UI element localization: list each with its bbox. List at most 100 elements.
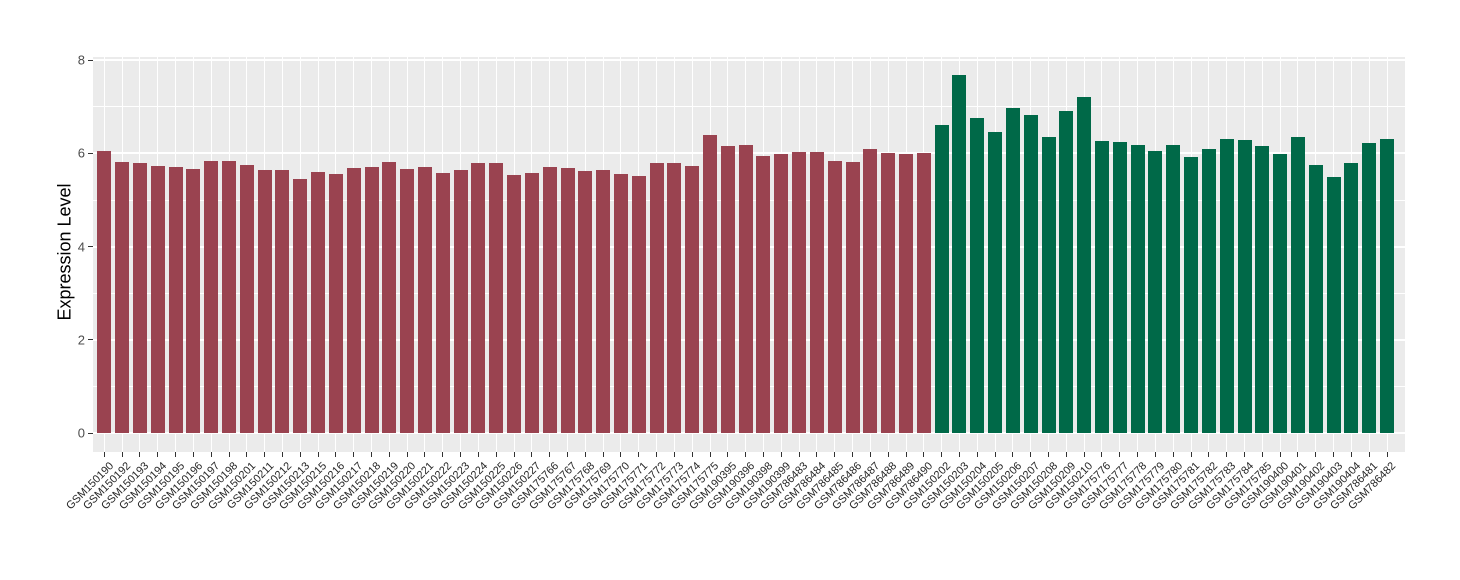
y-tick-mark — [88, 152, 93, 154]
bar-GSM175781 — [1184, 157, 1199, 433]
bar-GSM175776 — [1094, 140, 1109, 433]
bar-GSM175785 — [1255, 145, 1270, 433]
bar-GSM786484 — [809, 151, 824, 433]
bar-GSM175772 — [649, 163, 664, 433]
bar-GSM150197 — [204, 160, 219, 433]
bar-GSM150202 — [934, 124, 949, 433]
x-tick-mark — [869, 452, 871, 457]
bar-GSM175775 — [703, 135, 718, 433]
x-tick-mark — [1261, 452, 1263, 457]
bar-GSM175782 — [1201, 149, 1216, 433]
x-tick-mark — [798, 452, 800, 457]
bar-GSM175770 — [613, 174, 628, 433]
bar-GSM190398 — [756, 156, 771, 433]
x-tick-mark — [691, 452, 693, 457]
bar-GSM150204 — [970, 117, 985, 433]
bar-GSM175777 — [1112, 142, 1127, 433]
x-tick-mark — [299, 452, 301, 457]
bar-GSM786488 — [881, 153, 896, 433]
x-tick-mark — [121, 452, 123, 457]
bar-GSM175769 — [596, 170, 611, 433]
x-tick-mark — [567, 452, 569, 457]
major-gridline — [93, 432, 1405, 434]
bar-GSM175784 — [1237, 140, 1252, 433]
bar-GSM175774 — [685, 165, 700, 433]
x-tick-mark — [192, 452, 194, 457]
bar-GSM175780 — [1166, 145, 1181, 433]
x-tick-mark — [905, 452, 907, 457]
x-tick-mark — [513, 452, 515, 457]
bar-GSM150219 — [382, 162, 397, 433]
x-tick-mark — [477, 452, 479, 457]
bar-GSM190400 — [1273, 154, 1288, 433]
x-tick-mark — [1368, 452, 1370, 457]
x-tick-mark — [335, 452, 337, 457]
y-tick-label: 6 — [77, 145, 85, 161]
x-tick-mark — [210, 452, 212, 457]
bar-GSM150193 — [132, 163, 147, 433]
x-tick-mark — [638, 452, 640, 457]
x-tick-mark — [139, 452, 141, 457]
bar-GSM150220 — [400, 169, 415, 433]
bar-GSM786490 — [916, 153, 931, 433]
x-tick-mark — [1279, 452, 1281, 457]
x-tick-mark — [157, 452, 159, 457]
x-tick-mark — [656, 452, 658, 457]
x-tick-mark — [709, 452, 711, 457]
bar-GSM150224 — [471, 163, 486, 433]
bar-GSM150216 — [328, 174, 343, 433]
x-tick-mark — [1030, 452, 1032, 457]
major-gridline — [93, 59, 1405, 62]
x-tick-mark — [887, 452, 889, 457]
bar-GSM150217 — [346, 167, 361, 433]
bar-GSM150226 — [507, 174, 522, 433]
y-tick-mark — [88, 246, 93, 248]
x-tick-mark — [941, 452, 943, 457]
bar-GSM190401 — [1290, 136, 1305, 433]
bar-GSM190404 — [1344, 162, 1359, 433]
x-tick-mark — [1315, 452, 1317, 457]
bar-GSM175768 — [578, 170, 593, 433]
x-tick-mark — [852, 452, 854, 457]
bar-GSM190403 — [1326, 176, 1341, 433]
x-tick-mark — [745, 452, 747, 457]
bar-GSM150194 — [150, 165, 165, 433]
y-tick-label: 2 — [77, 332, 85, 348]
y-tick-label: 8 — [77, 52, 85, 68]
bar-GSM150195 — [168, 167, 183, 433]
bar-GSM175783 — [1219, 139, 1234, 433]
y-tick-label: 0 — [77, 425, 85, 441]
y-tick-mark — [88, 339, 93, 341]
x-tick-mark — [175, 452, 177, 457]
bar-GSM150209 — [1059, 110, 1074, 433]
x-tick-mark — [762, 452, 764, 457]
minor-gridline — [93, 106, 1405, 108]
bar-GSM190395 — [720, 146, 735, 433]
plot-panel — [93, 57, 1405, 452]
x-tick-mark — [620, 452, 622, 457]
x-tick-mark — [1190, 452, 1192, 457]
bar-GSM150215 — [311, 171, 326, 433]
x-tick-mark — [816, 452, 818, 457]
x-tick-mark — [727, 452, 729, 457]
bar-GSM786487 — [863, 148, 878, 433]
x-tick-mark — [549, 452, 551, 457]
x-tick-mark — [228, 452, 230, 457]
x-tick-mark — [353, 452, 355, 457]
x-tick-mark — [602, 452, 604, 457]
bar-GSM786481 — [1362, 142, 1377, 433]
bar-GSM150203 — [952, 75, 967, 433]
bar-GSM150221 — [417, 166, 432, 433]
bar-GSM190396 — [738, 145, 753, 433]
x-tick-mark — [1101, 452, 1103, 457]
bar-GSM786482 — [1380, 138, 1395, 433]
bar-GSM150211 — [257, 170, 272, 433]
bar-GSM150227 — [524, 172, 539, 433]
x-tick-mark — [1244, 452, 1246, 457]
bar-GSM150206 — [1005, 108, 1020, 433]
y-tick-mark — [88, 59, 93, 61]
bar-GSM150190 — [97, 151, 112, 433]
y-tick-label: 4 — [77, 239, 85, 255]
x-tick-mark — [388, 452, 390, 457]
